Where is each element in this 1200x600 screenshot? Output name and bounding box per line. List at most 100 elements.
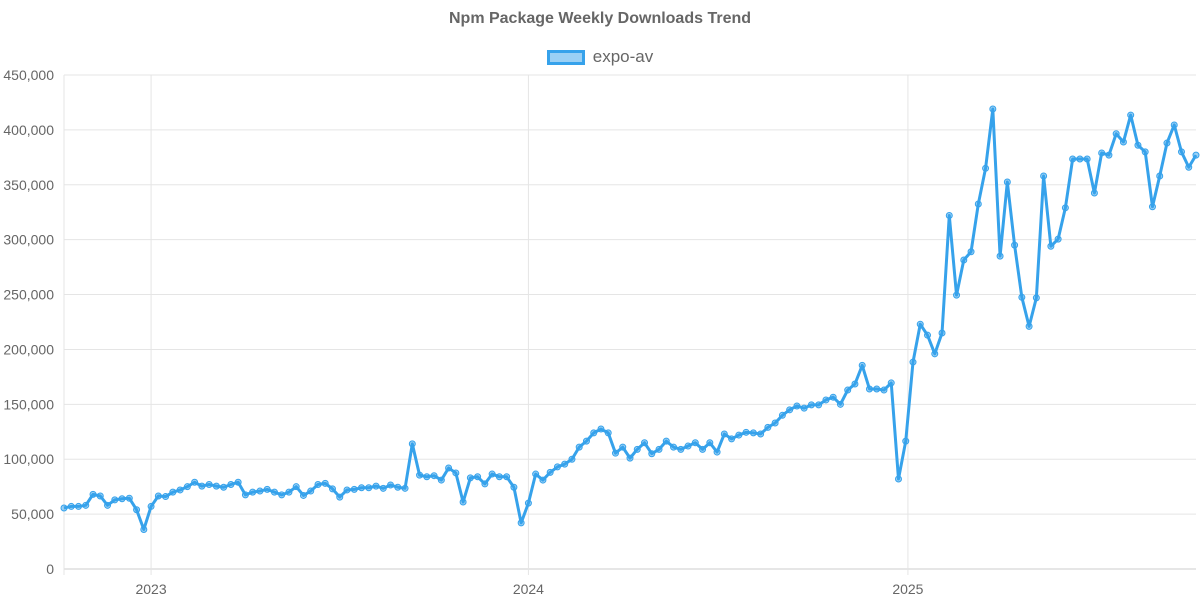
data-point (1148, 203, 1156, 211)
data-point (278, 491, 286, 499)
data-point (1003, 178, 1011, 186)
data-point (706, 439, 714, 447)
y-tick-label: 300,000 (3, 232, 54, 248)
data-point (873, 385, 881, 393)
legend-label: expo-av (592, 47, 654, 66)
data-point (350, 485, 358, 493)
y-tick-label: 150,000 (3, 396, 54, 412)
data-point (1163, 139, 1171, 147)
data-point (938, 329, 946, 337)
data-point (1105, 151, 1113, 159)
data-point (430, 472, 438, 480)
data-point (1018, 293, 1026, 301)
data-point (1032, 294, 1040, 302)
data-point (974, 200, 982, 208)
data-point (474, 473, 482, 481)
data-point (916, 320, 924, 328)
data-point (1054, 235, 1062, 243)
data-point (89, 490, 97, 498)
data-point (953, 291, 961, 299)
data-point (887, 379, 895, 387)
data-point (757, 430, 765, 438)
data-point (111, 496, 119, 504)
data-point (677, 445, 685, 453)
data-point (909, 358, 917, 366)
data-point (299, 491, 307, 499)
data-point (234, 478, 242, 486)
data-point (742, 428, 750, 436)
data-point (437, 476, 445, 484)
y-tick-label: 250,000 (3, 287, 54, 303)
y-tick-label: 0 (46, 561, 54, 577)
data-point (314, 480, 322, 488)
data-point (372, 482, 380, 490)
data-point (945, 212, 953, 220)
data-point (220, 483, 228, 491)
data-point (1083, 155, 1091, 163)
data-point (633, 445, 641, 453)
data-point (822, 396, 830, 404)
data-point (778, 411, 786, 419)
data-point (524, 499, 532, 507)
data-point (611, 449, 619, 457)
data-point (125, 494, 133, 502)
data-point (815, 401, 823, 409)
data-point (401, 484, 409, 492)
data-point (648, 450, 656, 458)
data-point (183, 483, 191, 491)
data-point (416, 471, 424, 479)
data-point (328, 485, 336, 493)
data-point (104, 501, 112, 509)
data-point (140, 525, 148, 533)
data-point (800, 404, 808, 412)
data-point (1061, 204, 1069, 212)
data-point (793, 402, 801, 410)
y-tick-label: 100,000 (3, 451, 54, 467)
data-point (844, 386, 852, 394)
data-point (379, 484, 387, 492)
data-point (1134, 141, 1142, 149)
data-point (191, 478, 199, 486)
legend[interactable]: expo-av (0, 47, 1200, 67)
data-point (713, 448, 721, 456)
data-point (387, 481, 395, 489)
data-point (575, 443, 583, 451)
data-point (292, 483, 300, 491)
data-point (365, 484, 373, 492)
data-point (169, 488, 177, 496)
data-point (1025, 322, 1033, 330)
data-point (517, 519, 525, 527)
data-point (249, 488, 257, 496)
data-point (604, 429, 612, 437)
data-point (924, 331, 932, 339)
data-point (553, 463, 561, 471)
data-point (241, 491, 249, 499)
data-point (851, 380, 859, 388)
data-point (691, 439, 699, 447)
data-point (720, 430, 728, 438)
chart-title: Npm Package Weekly Downloads Trend (448, 10, 752, 27)
data-point (902, 437, 910, 445)
data-point (495, 473, 503, 481)
data-point (488, 470, 496, 478)
data-point (82, 501, 90, 509)
data-point (60, 504, 68, 512)
x-tick-label: 2023 (135, 581, 166, 597)
data-point (662, 437, 670, 445)
data-point (1112, 130, 1120, 138)
data-point (996, 252, 1004, 260)
data-point (684, 442, 692, 450)
data-point (539, 476, 547, 484)
data-point (133, 506, 141, 514)
data-point (1177, 148, 1185, 156)
data-point (358, 484, 366, 492)
data-point (641, 439, 649, 447)
data-point (597, 425, 605, 433)
data-point (865, 385, 873, 393)
data-point (256, 487, 264, 495)
data-point (982, 164, 990, 172)
data-point (699, 445, 707, 453)
data-point (336, 493, 344, 501)
